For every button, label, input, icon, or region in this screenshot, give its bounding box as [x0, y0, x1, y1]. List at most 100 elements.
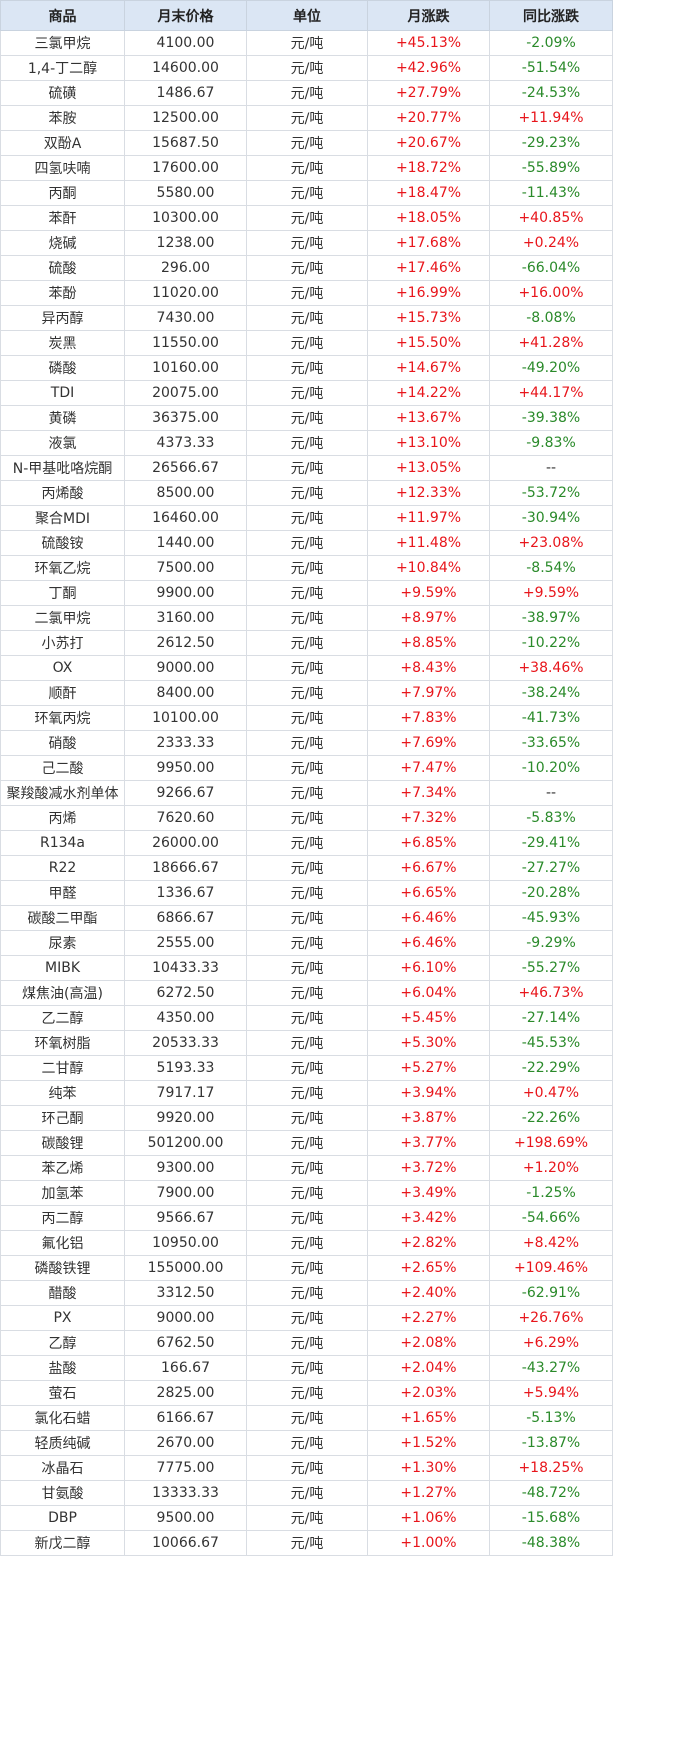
cell-yoy-change: -8.54% — [489, 555, 613, 581]
cell-yoy-change: -48.72% — [489, 1480, 613, 1506]
cell-monthly-change: +11.97% — [367, 505, 490, 531]
cell-monthly-change: +18.05% — [367, 205, 490, 231]
cell-product-name: 苯乙烯 — [0, 1155, 125, 1181]
cell-yoy-change: -- — [489, 455, 613, 481]
cell-month-end-price: 17600.00 — [124, 155, 247, 181]
table-row: 苯乙烯 9300.00 元/吨 +3.72% +1.20% — [0, 1155, 613, 1181]
cell-unit: 元/吨 — [246, 530, 368, 556]
cell-month-end-price: 18666.67 — [124, 855, 247, 881]
cell-month-end-price: 166.67 — [124, 1355, 247, 1381]
table-row: 苯酚 11020.00 元/吨 +16.99% +16.00% — [0, 280, 613, 306]
cell-unit: 元/吨 — [246, 830, 368, 856]
cell-monthly-change: +5.30% — [367, 1030, 490, 1056]
cell-yoy-change: -45.93% — [489, 905, 613, 931]
cell-unit: 元/吨 — [246, 1230, 368, 1256]
cell-monthly-change: +8.97% — [367, 605, 490, 631]
table-row: 1,4-丁二醇 14600.00 元/吨 +42.96% -51.54% — [0, 55, 613, 81]
cell-month-end-price: 3160.00 — [124, 605, 247, 631]
header-monthly-change: 月涨跌 — [367, 0, 490, 31]
cell-unit: 元/吨 — [246, 505, 368, 531]
cell-month-end-price: 26000.00 — [124, 830, 247, 856]
cell-month-end-price: 9500.00 — [124, 1505, 247, 1531]
cell-yoy-change: +9.59% — [489, 580, 613, 606]
cell-monthly-change: +6.65% — [367, 880, 490, 906]
cell-yoy-change: +46.73% — [489, 980, 613, 1006]
cell-product-name: 加氢苯 — [0, 1180, 125, 1206]
table-row: 四氢呋喃 17600.00 元/吨 +18.72% -55.89% — [0, 155, 613, 181]
cell-monthly-change: +3.77% — [367, 1130, 490, 1156]
cell-product-name: 醋酸 — [0, 1280, 125, 1306]
cell-unit: 元/吨 — [246, 55, 368, 81]
cell-monthly-change: +15.73% — [367, 305, 490, 331]
cell-product-name: R134a — [0, 830, 125, 856]
table-row: TDI 20075.00 元/吨 +14.22% +44.17% — [0, 380, 613, 406]
cell-month-end-price: 3312.50 — [124, 1280, 247, 1306]
table-row: 加氢苯 7900.00 元/吨 +3.49% -1.25% — [0, 1180, 613, 1206]
cell-monthly-change: +6.46% — [367, 930, 490, 956]
cell-monthly-change: +3.72% — [367, 1155, 490, 1181]
cell-yoy-change: -33.65% — [489, 730, 613, 756]
cell-month-end-price: 1440.00 — [124, 530, 247, 556]
cell-yoy-change: -2.09% — [489, 30, 613, 56]
price-change-table: 商品 月末价格 单位 月涨跌 同比涨跌 三氯甲烷 4100.00 元/吨 +45.13… — [0, 0, 613, 1556]
table-row: 二氯甲烷 3160.00 元/吨 +8.97% -38.97% — [0, 605, 613, 631]
cell-monthly-change: +3.49% — [367, 1180, 490, 1206]
cell-month-end-price: 20533.33 — [124, 1030, 247, 1056]
cell-product-name: PX — [0, 1305, 125, 1331]
table-row: 轻质纯碱 2670.00 元/吨 +1.52% -13.87% — [0, 1430, 613, 1456]
cell-monthly-change: +17.68% — [367, 230, 490, 256]
cell-yoy-change: -22.29% — [489, 1055, 613, 1081]
cell-yoy-change: -9.29% — [489, 930, 613, 956]
cell-product-name: OX — [0, 655, 125, 681]
cell-product-name: 己二酸 — [0, 755, 125, 781]
cell-unit: 元/吨 — [246, 405, 368, 431]
cell-monthly-change: +2.65% — [367, 1255, 490, 1281]
cell-product-name: 磷酸铁锂 — [0, 1255, 125, 1281]
cell-monthly-change: +5.45% — [367, 1005, 490, 1031]
cell-unit: 元/吨 — [246, 1305, 368, 1331]
cell-product-name: 轻质纯碱 — [0, 1430, 125, 1456]
cell-unit: 元/吨 — [246, 1205, 368, 1231]
cell-monthly-change: +20.67% — [367, 130, 490, 156]
cell-unit: 元/吨 — [246, 955, 368, 981]
cell-monthly-change: +6.10% — [367, 955, 490, 981]
table-row: 聚合MDI 16460.00 元/吨 +11.97% -30.94% — [0, 505, 613, 531]
cell-month-end-price: 10066.67 — [124, 1530, 247, 1556]
cell-product-name: 硫酸铵 — [0, 530, 125, 556]
table-row: 丙烯 7620.60 元/吨 +7.32% -5.83% — [0, 805, 613, 831]
table-row: OX 9000.00 元/吨 +8.43% +38.46% — [0, 655, 613, 681]
cell-month-end-price: 14600.00 — [124, 55, 247, 81]
cell-yoy-change: -48.38% — [489, 1530, 613, 1556]
table-row: 丙二醇 9566.67 元/吨 +3.42% -54.66% — [0, 1205, 613, 1231]
cell-month-end-price: 8400.00 — [124, 680, 247, 706]
cell-product-name: 碳酸锂 — [0, 1130, 125, 1156]
cell-monthly-change: +6.46% — [367, 905, 490, 931]
cell-yoy-change: -53.72% — [489, 480, 613, 506]
table-row: 盐酸 166.67 元/吨 +2.04% -43.27% — [0, 1355, 613, 1381]
header-month-end-price: 月末价格 — [124, 0, 247, 31]
cell-month-end-price: 10160.00 — [124, 355, 247, 381]
cell-product-name: 丙烯酸 — [0, 480, 125, 506]
table-row: 双酚A 15687.50 元/吨 +20.67% -29.23% — [0, 130, 613, 156]
cell-yoy-change: -24.53% — [489, 80, 613, 106]
table-row: R22 18666.67 元/吨 +6.67% -27.27% — [0, 855, 613, 881]
cell-unit: 元/吨 — [246, 155, 368, 181]
cell-product-name: 苯酚 — [0, 280, 125, 306]
cell-monthly-change: +7.34% — [367, 780, 490, 806]
cell-yoy-change: -38.24% — [489, 680, 613, 706]
cell-product-name: 顺酐 — [0, 680, 125, 706]
cell-monthly-change: +1.52% — [367, 1430, 490, 1456]
cell-unit: 元/吨 — [246, 180, 368, 206]
cell-product-name: 乙二醇 — [0, 1005, 125, 1031]
cell-monthly-change: +17.46% — [367, 255, 490, 281]
cell-product-name: 碳酸二甲酯 — [0, 905, 125, 931]
cell-monthly-change: +1.00% — [367, 1530, 490, 1556]
cell-yoy-change: +6.29% — [489, 1330, 613, 1356]
cell-unit: 元/吨 — [246, 380, 368, 406]
cell-yoy-change: -43.27% — [489, 1355, 613, 1381]
table-row: 苯酐 10300.00 元/吨 +18.05% +40.85% — [0, 205, 613, 231]
table-row: 环氧乙烷 7500.00 元/吨 +10.84% -8.54% — [0, 555, 613, 581]
cell-monthly-change: +7.47% — [367, 755, 490, 781]
cell-month-end-price: 5580.00 — [124, 180, 247, 206]
cell-unit: 元/吨 — [246, 1480, 368, 1506]
